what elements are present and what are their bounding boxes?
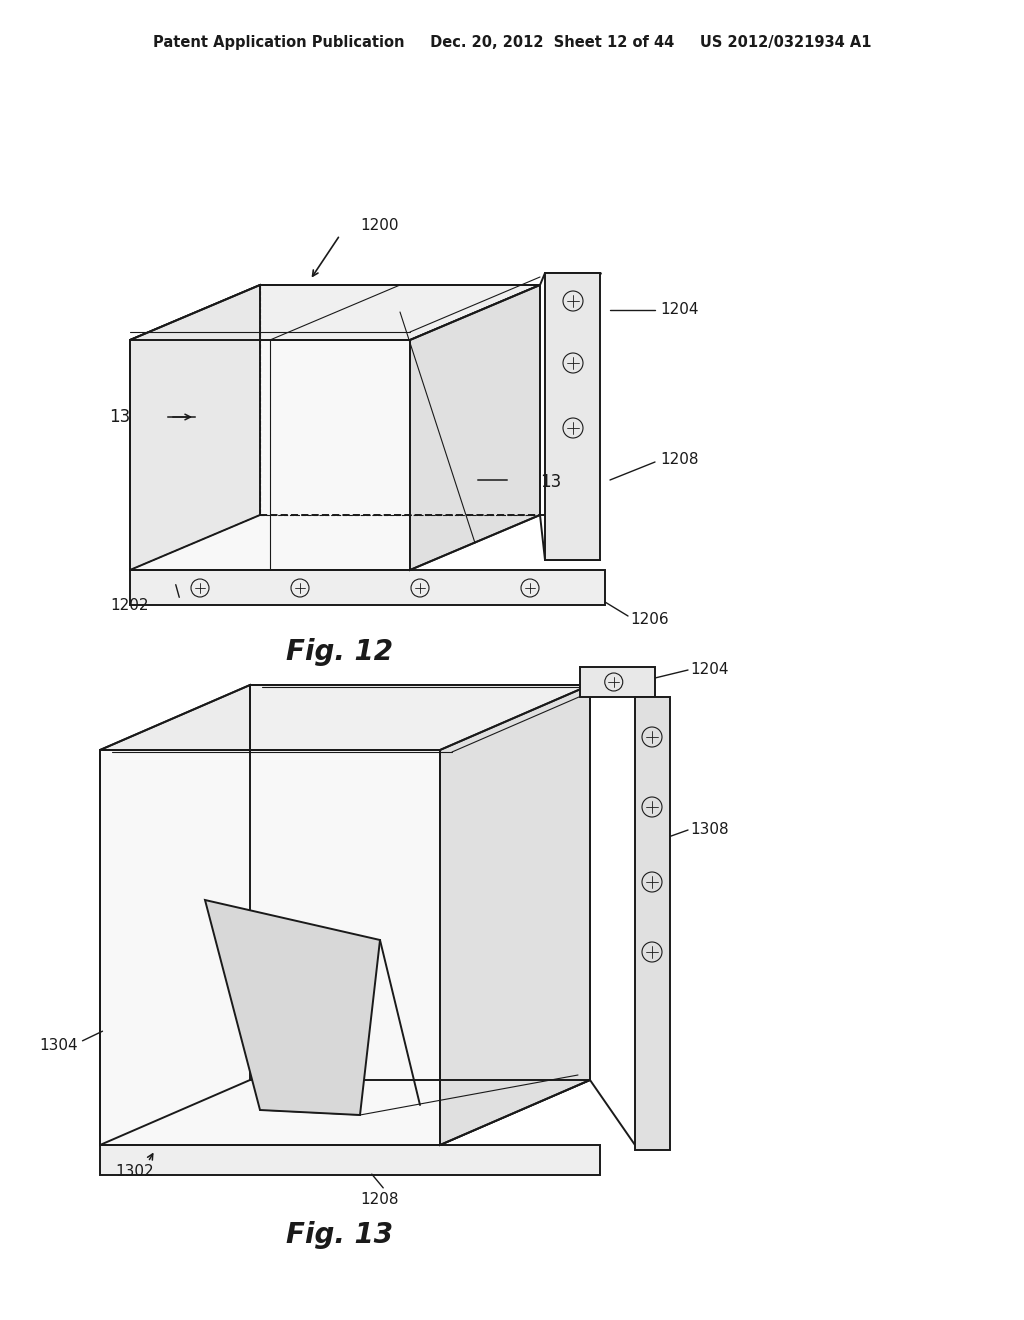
Text: Fig. 12: Fig. 12: [287, 638, 393, 667]
Polygon shape: [635, 697, 670, 1150]
Text: 1200: 1200: [360, 218, 398, 232]
Polygon shape: [100, 1144, 600, 1175]
Text: 13: 13: [110, 408, 131, 426]
Text: 1206: 1206: [630, 612, 669, 627]
Text: 1204: 1204: [660, 302, 698, 318]
Polygon shape: [440, 685, 590, 1144]
Text: 1208: 1208: [660, 453, 698, 467]
Polygon shape: [100, 685, 250, 1144]
Text: 1302: 1302: [115, 1164, 154, 1180]
Text: 1308: 1308: [690, 822, 729, 837]
Polygon shape: [100, 1080, 590, 1144]
Polygon shape: [130, 285, 260, 570]
Polygon shape: [205, 900, 380, 1115]
Text: 1202: 1202: [110, 598, 148, 612]
Polygon shape: [100, 750, 440, 1144]
Polygon shape: [130, 341, 410, 570]
Polygon shape: [130, 570, 605, 605]
Polygon shape: [250, 685, 590, 1080]
Text: Patent Application Publication     Dec. 20, 2012  Sheet 12 of 44     US 2012/032: Patent Application Publication Dec. 20, …: [153, 36, 871, 50]
Polygon shape: [545, 273, 600, 560]
Text: 1208: 1208: [360, 1192, 398, 1208]
Polygon shape: [130, 285, 540, 341]
Text: 1306: 1306: [271, 1032, 310, 1048]
Text: 1204: 1204: [690, 663, 728, 677]
Polygon shape: [580, 667, 655, 697]
Text: 1304: 1304: [39, 1038, 78, 1052]
Text: Fig. 13: Fig. 13: [287, 1221, 393, 1249]
Polygon shape: [410, 285, 540, 570]
Text: 13: 13: [540, 473, 561, 491]
